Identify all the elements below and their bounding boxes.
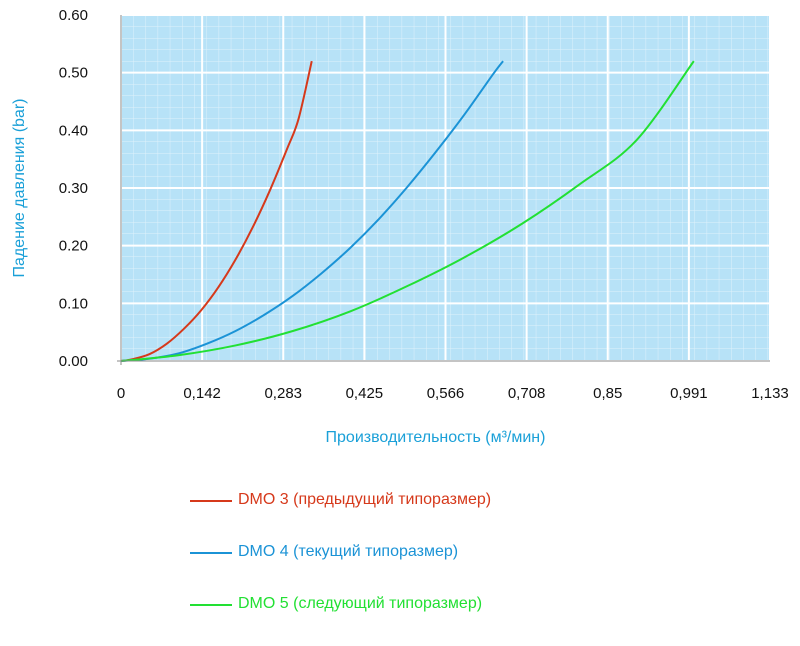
x-tick-label: 0,708 <box>508 385 546 402</box>
y-tick-label: 0.30 <box>59 180 88 197</box>
series-layer <box>120 60 695 362</box>
y-tick-label: 0.00 <box>59 353 88 370</box>
series-line-4 <box>120 60 504 362</box>
series-line-5 <box>120 60 695 362</box>
legend: DMO 3 (предыдущий типоразмер) DMO 4 (тек… <box>190 490 491 646</box>
line-chart: 0 0,142 0,283 0,425 0,566 0,708 0,85 0,991 1,133… <box>11 7 789 446</box>
y-tick-label: 0.20 <box>59 238 88 255</box>
y-tick-label: 0.50 <box>59 65 88 82</box>
legend-swatch-dmo3 <box>190 500 232 502</box>
x-tick-label: 0,85 <box>593 385 622 402</box>
y-axis-title: Падение давления (bar) <box>11 98 28 277</box>
x-tick-label: 0 <box>117 385 125 402</box>
y-tick-label: 0.60 <box>59 7 88 24</box>
x-tick-label: 0,425 <box>346 385 384 402</box>
legend-label-dmo3: DMO 3 (предыдущий типоразмер) <box>238 491 492 508</box>
legend-swatch-dmo5 <box>190 604 232 606</box>
y-tick-label: 0.10 <box>59 295 88 312</box>
x-tick-label: 0,283 <box>264 385 302 402</box>
x-tick-label: 0,991 <box>670 385 708 402</box>
x-tick-label: 0,566 <box>427 385 465 402</box>
x-tick-label: 0,142 <box>183 385 221 402</box>
legend-label-dmo4: DMO 4 (текущий типоразмер) <box>238 543 459 560</box>
tick-labels: 0 0,142 0,283 0,425 0,566 0,708 0,85 0,991 1,133… <box>59 7 789 402</box>
legend-item-dmo4: DMO 4 (текущий типоразмер) <box>190 542 491 594</box>
x-axis-title: Производительность (м³/мин) <box>326 429 546 446</box>
grid-lines <box>120 14 771 362</box>
legend-swatch-dmo4 <box>190 552 232 554</box>
y-tick-label: 0.40 <box>59 122 88 139</box>
x-tick-label: 1,133 <box>751 385 789 402</box>
legend-item-dmo3: DMO 3 (предыдущий типоразмер) <box>190 490 491 542</box>
legend-label-dmo5: DMO 5 (следующий типоразмер) <box>238 595 483 612</box>
axes <box>117 15 770 365</box>
legend-item-dmo5: DMO 5 (следующий типоразмер) <box>190 594 491 646</box>
series-line-3 <box>120 60 313 362</box>
